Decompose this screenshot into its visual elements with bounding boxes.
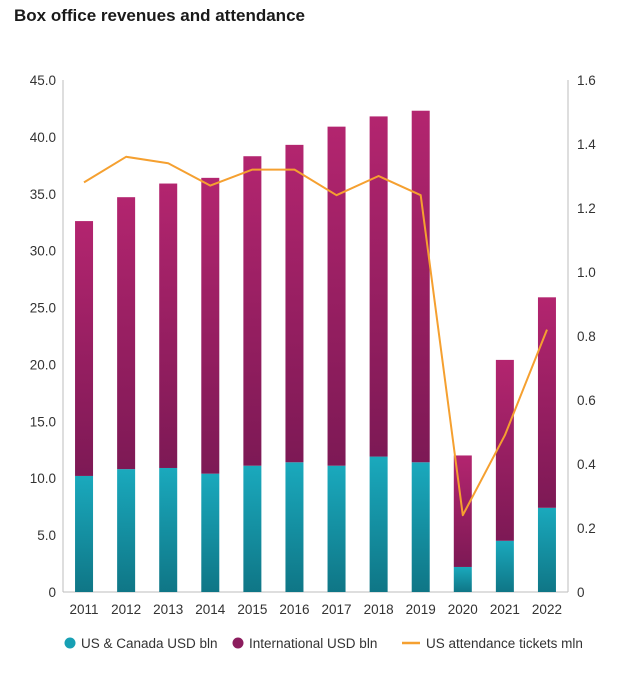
x-tick-2015: 2015 <box>237 602 267 617</box>
bars <box>75 110 556 592</box>
bar-us-canada-2011 <box>75 475 94 592</box>
y-left-tick: 10.0 <box>30 471 56 486</box>
bar-international-2018 <box>369 116 388 457</box>
bar-international-2014 <box>201 177 220 474</box>
chart-title: Box office revenues and attendance <box>14 6 305 25</box>
attendance-line <box>83 155 548 517</box>
bar-us-canada-2018 <box>369 456 388 592</box>
bar-us-canada-2022 <box>537 507 556 592</box>
y-left-tick: 5.0 <box>37 528 56 543</box>
legend-swatch-us-canada <box>64 637 76 649</box>
bar-us-canada-2020 <box>453 566 472 592</box>
y-right-tick: 0.6 <box>577 393 596 408</box>
bar-us-canada-2013 <box>159 467 178 592</box>
bar-us-canada-2016 <box>285 462 304 592</box>
y-left-tick-labels: 0 5.0 10.0 15.0 20.0 25.0 30.0 35.0 40.0 45.0 <box>30 73 56 600</box>
x-tick-2011: 2011 <box>70 602 99 617</box>
bar-us-canada-2021 <box>495 540 514 592</box>
legend-label-attendance: US attendance tickets mln <box>426 636 583 651</box>
y-left-tick: 45.0 <box>30 73 56 88</box>
legend: US & Canada USD bln International USD bln… <box>64 636 583 651</box>
legend-swatch-international <box>232 637 244 649</box>
y-left-tick: 30.0 <box>30 244 56 259</box>
x-tick-2016: 2016 <box>279 602 309 617</box>
x-tick-2012: 2012 <box>111 602 141 617</box>
x-tick-2017: 2017 <box>322 602 352 617</box>
legend-label-international: International USD bln <box>249 636 377 651</box>
x-tick-2022: 2022 <box>532 602 562 617</box>
bar-international-2013 <box>159 183 178 468</box>
y-left-tick: 15.0 <box>30 414 56 429</box>
bar-us-canada-2019 <box>411 462 430 592</box>
bar-international-2021 <box>495 359 514 541</box>
x-tick-2020: 2020 <box>448 602 478 617</box>
bar-us-canada-2014 <box>201 473 220 592</box>
bar-us-canada-2017 <box>327 465 346 592</box>
bar-international-2019 <box>411 110 430 463</box>
y-right-tick: 0.8 <box>577 329 596 344</box>
y-left-tick: 25.0 <box>30 301 56 316</box>
attendance-line-layer <box>83 155 548 517</box>
x-tick-2021: 2021 <box>490 602 520 617</box>
bar-us-canada-2015 <box>243 465 262 592</box>
x-tick-2019: 2019 <box>406 602 436 617</box>
y-right-tick: 0.4 <box>577 457 596 472</box>
y-right-tick: 1.6 <box>577 73 596 88</box>
bar-international-2015 <box>243 156 262 466</box>
y-left-tick: 20.0 <box>30 357 56 372</box>
y-right-tick: 1.4 <box>577 137 596 152</box>
x-tick-2013: 2013 <box>153 602 183 617</box>
x-tick-2018: 2018 <box>364 602 394 617</box>
y-left-tick: 0 <box>48 585 56 600</box>
axes <box>62 80 569 593</box>
bar-international-2016 <box>285 144 304 463</box>
bar-international-2011 <box>75 221 94 476</box>
x-tick-labels: 2011 2012 2013 2014 2015 2016 2017 2018 2019 2020… <box>70 602 562 617</box>
bar-us-canada-2012 <box>117 469 136 592</box>
bar-international-2012 <box>117 197 136 470</box>
y-right-tick: 1.2 <box>577 201 596 216</box>
y-right-tick: 0 <box>577 585 585 600</box>
y-right-tick: 0.2 <box>577 521 596 536</box>
y-left-tick: 40.0 <box>30 130 56 145</box>
legend-label-us-canada: US & Canada USD bln <box>81 636 218 651</box>
x-tick-2014: 2014 <box>195 602 226 617</box>
y-right-tick: 1.0 <box>577 265 596 280</box>
y-right-tick-labels: 0 0.2 0.4 0.6 0.8 1.0 1.2 1.4 1.6 <box>577 73 596 600</box>
y-left-tick: 35.0 <box>30 187 56 202</box>
bar-international-2017 <box>327 126 346 466</box>
bar-international-2022 <box>537 297 556 508</box>
